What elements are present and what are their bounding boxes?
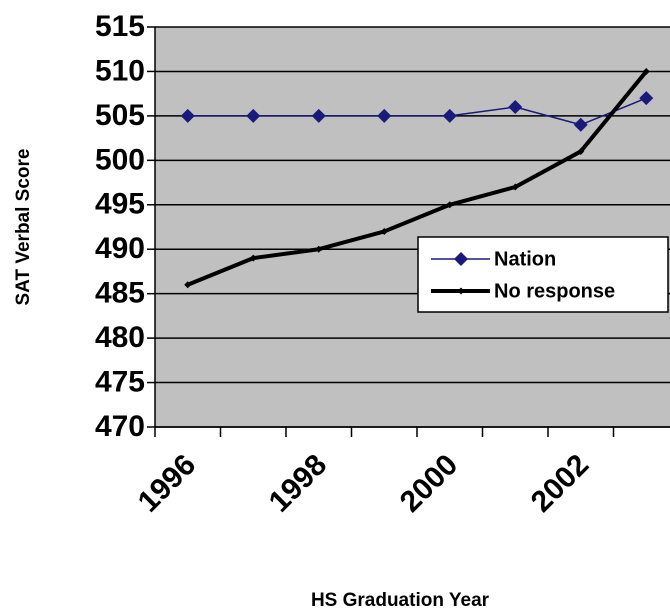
x-tick-label: 1998 — [263, 448, 334, 519]
y-tick-label: 505 — [95, 99, 145, 132]
series-marker — [380, 227, 388, 235]
x-tick-label: 2000 — [394, 448, 465, 519]
y-tick-label: 485 — [95, 277, 145, 310]
y-tick-label: 510 — [95, 54, 145, 87]
y-tick-label: 475 — [95, 365, 145, 398]
legend-box — [417, 236, 669, 313]
x-tick-label: 1996 — [132, 448, 203, 519]
series-marker — [573, 117, 588, 132]
series-marker — [180, 108, 195, 123]
y-tick-label: 470 — [95, 410, 145, 443]
series-marker — [508, 100, 523, 114]
y-tick-label: 500 — [95, 143, 145, 176]
y-tick-label: 495 — [95, 188, 145, 221]
series-marker — [639, 91, 654, 106]
series-marker — [642, 67, 650, 75]
series-line — [186, 70, 648, 287]
series-marker — [577, 147, 585, 155]
y-axis-title: SAT Verbal Score — [13, 149, 34, 306]
legend-label: Nation — [494, 248, 556, 270]
series-marker — [315, 245, 323, 253]
y-tick-label: 480 — [95, 321, 145, 354]
series-marker — [511, 183, 519, 191]
plot-area — [154, 26, 670, 428]
series-marker — [446, 201, 454, 209]
series-marker — [246, 108, 261, 123]
legend-marker — [454, 252, 468, 266]
series-marker — [249, 254, 257, 262]
x-tick-label: 2002 — [525, 448, 596, 519]
legend-label: No response — [494, 280, 615, 302]
series-marker — [377, 108, 392, 123]
x-axis-title: HS Graduation Year — [311, 590, 490, 611]
y-tick-label: 490 — [95, 232, 145, 265]
series-marker — [311, 108, 326, 123]
series-marker — [184, 281, 192, 289]
series-line — [187, 97, 647, 126]
legend-marker — [457, 287, 465, 295]
y-tick-label: 515 — [95, 10, 145, 43]
series-marker — [442, 108, 457, 123]
